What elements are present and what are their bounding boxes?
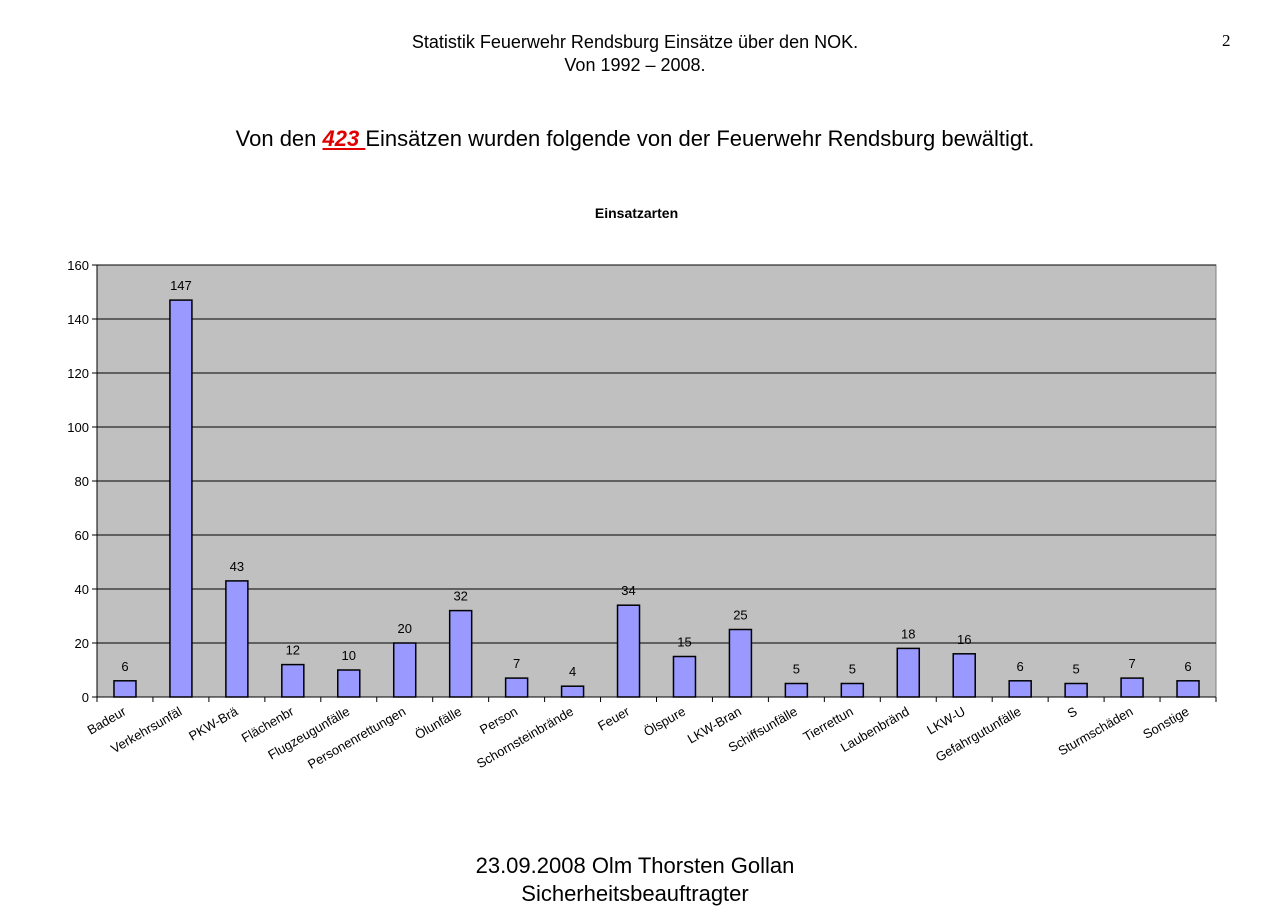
x-tick-label: Ölunfälle — [412, 704, 464, 743]
data-label: 4 — [569, 664, 576, 679]
bar — [392, 642, 417, 698]
data-label: 20 — [397, 621, 411, 636]
y-tick-label: 0 — [82, 690, 89, 705]
x-tick-label: Ölspure — [641, 704, 688, 740]
page-number: 2 — [1222, 31, 1231, 50]
x-tick-label: Person — [477, 704, 520, 738]
bar — [616, 604, 641, 698]
y-tick-label: 20 — [75, 636, 89, 651]
bar — [281, 663, 305, 698]
x-tick-label: Badeur — [85, 703, 129, 737]
bar — [504, 677, 529, 698]
x-tick-label: Personenrettungen — [305, 704, 408, 772]
x-tick-label: PKW-Brä — [186, 703, 241, 743]
y-tick-label: 40 — [75, 582, 89, 597]
data-label: 6 — [1184, 659, 1191, 674]
summary-count: 423 — [322, 126, 366, 151]
bar — [1176, 680, 1200, 698]
bar — [896, 647, 921, 698]
data-label: 147 — [170, 278, 192, 293]
footer-role: Sicherheitsbeauftragter — [521, 881, 749, 906]
footer-date-author: 23.09.2008 Olm Thorsten Gollan — [475, 853, 795, 878]
x-tick-label: LKW-U — [924, 704, 968, 738]
summary-prefix: Von den — [235, 126, 323, 151]
data-label: 6 — [121, 659, 128, 674]
data-label: 25 — [733, 608, 747, 623]
data-label: 43 — [230, 559, 244, 574]
bar — [113, 680, 137, 698]
data-label: 6 — [1017, 659, 1024, 674]
bar — [337, 669, 361, 698]
data-label: 32 — [453, 589, 467, 604]
document-subtitle: Von 1992 – 2008. — [564, 55, 706, 75]
bar — [1008, 680, 1032, 698]
summary-sentence: Von den 423 Einsätzen wurden folgende vo… — [0, 126, 1270, 152]
bar — [560, 685, 585, 698]
data-label: 34 — [621, 583, 635, 598]
bar-chart: Einsatzarten 0 20 40 60 80 100 120 140 160 6 Badeur… — [67, 205, 1217, 772]
bar — [784, 682, 809, 698]
x-tick-label: Feuer — [595, 703, 632, 733]
chart-title: Einsatzarten — [595, 205, 678, 221]
y-tick-label: 160 — [67, 258, 89, 273]
data-label: 12 — [286, 643, 300, 658]
x-tick-label: Schornsteinbrände — [474, 704, 576, 772]
x-tick-label: Sonstige — [1140, 704, 1191, 742]
bar — [672, 655, 697, 698]
y-tick-label: 100 — [67, 420, 89, 435]
bar — [952, 653, 976, 698]
data-label: 5 — [793, 662, 800, 677]
y-tick-label: 140 — [67, 312, 89, 327]
data-label: 15 — [677, 635, 691, 650]
data-label: 18 — [901, 626, 915, 641]
bar — [225, 580, 249, 698]
bar — [728, 628, 753, 698]
data-label: 7 — [1128, 656, 1135, 671]
bar — [1064, 682, 1088, 698]
y-tick-label: 80 — [75, 474, 89, 489]
y-tick-label: 60 — [75, 528, 89, 543]
data-label: 5 — [849, 662, 856, 677]
data-label: 5 — [1073, 662, 1080, 677]
bar — [448, 609, 473, 698]
bar — [1120, 677, 1144, 698]
y-tick-label: 120 — [67, 366, 89, 381]
x-tick-label: S — [1065, 703, 1080, 720]
bar — [840, 682, 865, 698]
document-title: Statistik Feuerwehr Rendsburg Einsätze ü… — [411, 32, 859, 52]
data-label: 7 — [513, 656, 520, 671]
bar — [169, 299, 193, 698]
data-label: 16 — [957, 632, 971, 647]
summary-suffix: Einsätzen wurden folgende von der Feuerw… — [365, 126, 1035, 151]
data-label: 10 — [342, 648, 356, 663]
